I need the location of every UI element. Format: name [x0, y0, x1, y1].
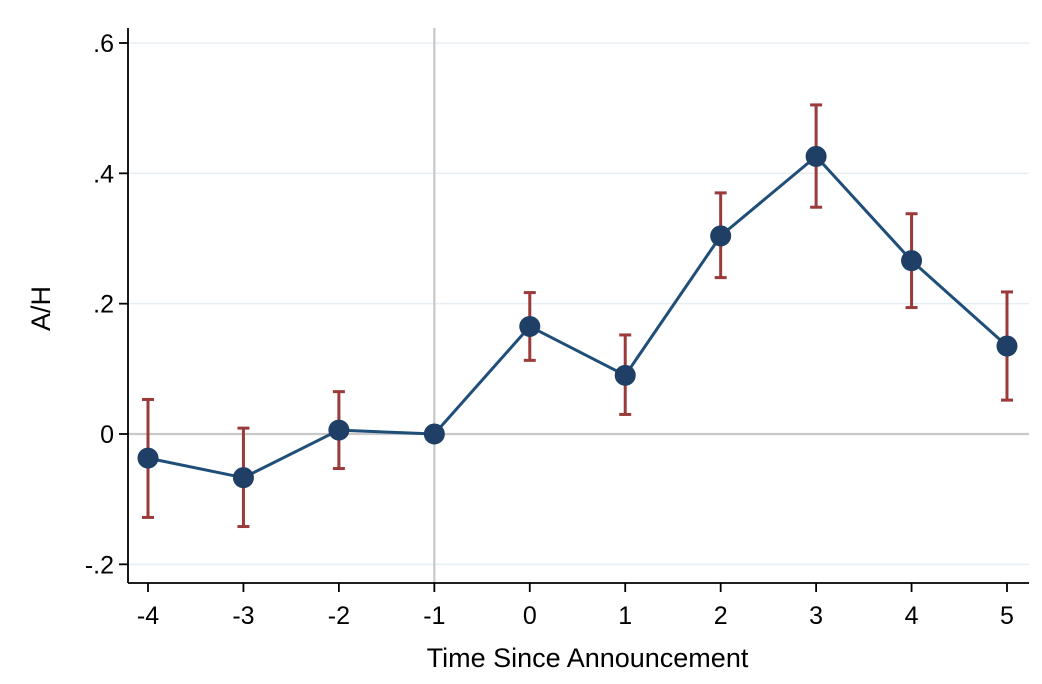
markers	[137, 145, 1018, 489]
y-tick-label: .6	[93, 30, 114, 58]
data-point	[710, 225, 732, 247]
x-tick-label: -3	[232, 602, 254, 630]
x-tick-label: -2	[328, 602, 350, 630]
y-tick-label: .2	[93, 291, 114, 319]
tick-labels: -.2 0 .2 .4 .6 -4 -3 -2 -1 0 1 2 3 4 5	[85, 30, 1014, 630]
data-point	[232, 467, 254, 489]
data-point	[805, 145, 827, 167]
gridlines	[128, 42, 1029, 566]
data-point	[423, 423, 445, 445]
y-tick-label: -.2	[85, 551, 114, 579]
reference-lines	[128, 28, 1029, 583]
data-point	[614, 364, 636, 386]
data-point	[328, 419, 350, 441]
series-line	[147, 154, 1009, 480]
x-tick-label: 2	[714, 602, 728, 630]
x-axis-title: Time Since Announcement	[427, 643, 749, 673]
y-tick-label: 0	[100, 421, 114, 449]
y-tick-label: .4	[93, 160, 114, 188]
x-tick-label: 1	[618, 602, 632, 630]
x-tick-label: -4	[137, 602, 159, 630]
x-tick-label: 0	[523, 602, 537, 630]
x-tick-label: 5	[1000, 602, 1014, 630]
axes	[119, 28, 1029, 592]
series-polyline	[147, 154, 1009, 480]
data-point	[137, 447, 159, 469]
data-point	[901, 250, 923, 272]
x-tick-label: -1	[423, 602, 445, 630]
y-axis-title: A/H	[26, 286, 56, 331]
x-tick-label: 4	[905, 602, 919, 630]
x-tick-label: 3	[809, 602, 823, 630]
data-point	[519, 315, 541, 337]
data-point	[996, 335, 1018, 357]
